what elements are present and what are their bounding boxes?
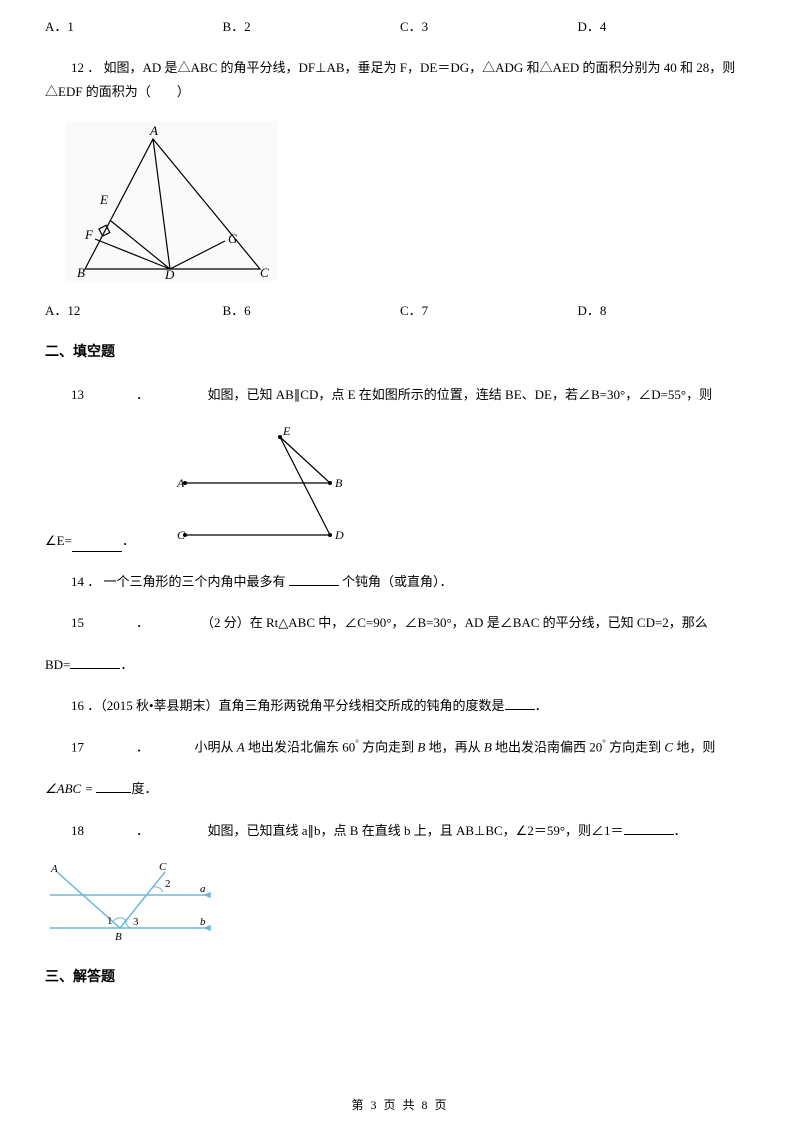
q17-p5: 地出发沿南偏西 bbox=[492, 740, 590, 755]
q16-prefix: 16 ．（2015 秋•莘县期末）直角三角形两锐角平分线相交所成的钝角的度数是 bbox=[71, 698, 505, 713]
q13-label-c: C bbox=[177, 528, 186, 542]
q18-suffix: ． bbox=[674, 823, 687, 838]
q17-A: A bbox=[237, 740, 245, 755]
q17-C: C bbox=[664, 740, 673, 755]
q14-suffix: 个钝角（或直角）． bbox=[339, 574, 453, 589]
q18-label-c: C bbox=[159, 861, 167, 873]
q13-label-d: D bbox=[334, 528, 344, 542]
q12-label-d: D bbox=[164, 267, 175, 281]
q17-p3: 方向走到 bbox=[359, 740, 418, 755]
q18-label-b: B bbox=[115, 931, 122, 940]
q13-part2-suffix: ． bbox=[122, 529, 135, 552]
q18-label-lb: b bbox=[200, 916, 206, 928]
q12-option-b: B．6 bbox=[223, 299, 401, 322]
q17-p7: 地，则 bbox=[673, 740, 715, 755]
q12-options: A．12 B．6 C．7 D．8 bbox=[45, 299, 755, 322]
q12-label-e: E bbox=[99, 192, 108, 207]
q15-line2: BD= ． bbox=[45, 653, 755, 676]
q12-text: 12 ． 如图，AD 是△ABC 的角平分线，DF⊥AB，垂足为 F，DE＝DG… bbox=[45, 56, 755, 103]
q18-label-3: 3 bbox=[133, 916, 139, 928]
q12-label-b: B bbox=[77, 265, 85, 280]
q13-figure: A B C D E bbox=[155, 425, 385, 552]
q13-blank bbox=[72, 538, 122, 552]
q17-p6: 方向走到 bbox=[606, 740, 665, 755]
q17-angle1: 60 bbox=[342, 740, 355, 755]
q12-label-a: A bbox=[149, 123, 158, 138]
q16-blank bbox=[505, 696, 535, 710]
page-footer: 第 3 页 共 8 页 bbox=[0, 1095, 800, 1117]
q18-figure: A B C a b 1 2 3 bbox=[45, 860, 755, 947]
q11-option-b: B．2 bbox=[223, 15, 401, 38]
q12-option-a: A．12 bbox=[45, 299, 223, 322]
q11-options: A．1 B．2 C．3 D．4 bbox=[45, 15, 755, 38]
q14-blank bbox=[289, 572, 339, 586]
q12-option-d: D．8 bbox=[578, 299, 756, 322]
q11-option-c: C．3 bbox=[400, 15, 578, 38]
q15-line1: 15 ． （2 分）在 Rt△ABC 中，∠C=90°，∠B=30°，AD 是∠… bbox=[45, 611, 755, 634]
q13-label-b: B bbox=[335, 476, 343, 490]
q18-blank bbox=[624, 821, 674, 835]
q18-label-1: 1 bbox=[107, 915, 113, 927]
q13-part1: 13 ． 如图，已知 AB∥CD，点 E 在如图所示的位置，连结 BE、DE，若… bbox=[45, 383, 755, 406]
q13-label-a: A bbox=[176, 476, 185, 490]
q16: 16 ．（2015 秋•莘县期末）直角三角形两锐角平分线相交所成的钝角的度数是 ． bbox=[45, 694, 755, 717]
q14: 14 ． 一个三角形的三个内角中最多有 个钝角（或直角）． bbox=[45, 570, 755, 593]
q17-line2-prefix: ∠ABC = bbox=[45, 781, 96, 796]
q15-prefix: BD= bbox=[45, 657, 70, 672]
q17-B2: B bbox=[484, 740, 492, 755]
q18-label-a: A bbox=[50, 863, 58, 875]
q11-option-d: D．4 bbox=[578, 15, 756, 38]
section3-title: 三、解答题 bbox=[45, 965, 755, 990]
q14-prefix: 14 ． 一个三角形的三个内角中最多有 bbox=[71, 574, 289, 589]
q12-label-g: G bbox=[228, 231, 238, 246]
section2-title: 二、填空题 bbox=[45, 340, 755, 365]
q12-figure: A B C D E F G bbox=[65, 121, 755, 288]
q17-blank bbox=[96, 779, 131, 793]
q18-label-la: a bbox=[200, 883, 206, 895]
q15-suffix: ． bbox=[120, 657, 133, 672]
q17-line2-suffix: 度． bbox=[131, 781, 157, 796]
q18-prefix: 18 ． 如图，已知直线 a∥b，点 B 在直线 b 上，且 AB⊥BC，∠2＝… bbox=[71, 823, 624, 838]
q18: 18 ． 如图，已知直线 a∥b，点 B 在直线 b 上，且 AB⊥BC，∠2＝… bbox=[45, 819, 755, 842]
q17-line2: ∠ABC = 度． bbox=[45, 777, 755, 800]
q17-angle2: 20 bbox=[589, 740, 602, 755]
q13-label-e: E bbox=[282, 425, 291, 438]
q16-suffix: ． bbox=[535, 698, 548, 713]
q17-p4: 地，再从 bbox=[425, 740, 484, 755]
q12-option-c: C．7 bbox=[400, 299, 578, 322]
q18-label-2: 2 bbox=[165, 878, 171, 890]
q15-blank bbox=[70, 655, 120, 669]
q12-label-f: F bbox=[84, 227, 94, 242]
q17-line1: 17 ． 小明从 A 地出发沿北偏东 60° 方向走到 B 地，再从 B 地出发… bbox=[45, 735, 755, 759]
q11-option-a: A．1 bbox=[45, 15, 223, 38]
q13-part2-prefix: ∠E= bbox=[45, 529, 72, 552]
q17-p1: 17 ． 小明从 bbox=[71, 740, 237, 755]
q12-label-c: C bbox=[260, 265, 269, 280]
q17-p2: 地出发沿北偏东 bbox=[245, 740, 343, 755]
